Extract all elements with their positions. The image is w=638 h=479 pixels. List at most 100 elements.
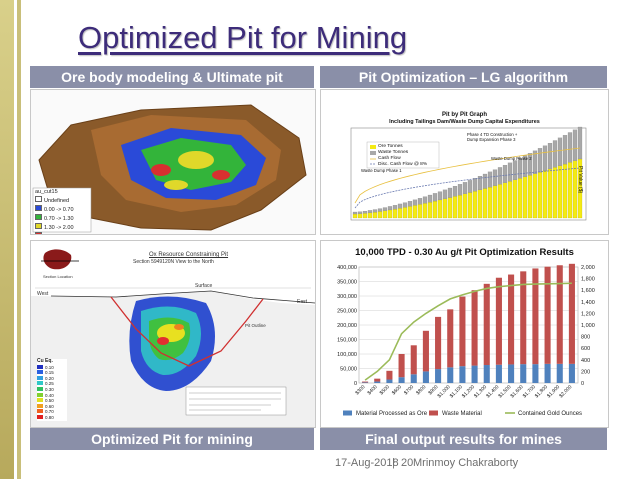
bar-ore [556, 363, 563, 383]
bar-ore [495, 364, 502, 383]
cu-legend-swatch [37, 403, 43, 408]
bar-waste [435, 316, 442, 370]
pit-waste-bar [402, 202, 408, 208]
ore-legend-title: au_cut15 [35, 189, 58, 195]
bar-ore [447, 367, 454, 383]
pit-ore-bar [497, 184, 503, 219]
legend-label: Contained Gold Ounces [518, 411, 582, 417]
pit-ore-bar [502, 182, 508, 219]
pit-annotation-phase4: Phase 4 TD Construction + [467, 132, 518, 137]
y-left-tick-label: 100,000 [337, 352, 357, 358]
pit-waste-bar [547, 143, 553, 170]
pit-ore-bar [537, 172, 543, 219]
x-tick-label: $400 [367, 384, 379, 396]
pit-graph-plot [350, 126, 587, 221]
pit-waste-bar [517, 158, 523, 179]
pit-ore-bar [542, 170, 548, 219]
y-right-tick-label: 1,800 [581, 277, 595, 283]
cu-legend-label: 0.80 [45, 414, 54, 420]
x-tick-label: $700 [403, 384, 415, 396]
cu-legend-label: 0.50 [45, 398, 54, 404]
cu-legend: Cu Eq. 0.10 0.15 0.20 0.25 0.30 0.40 0.50 0.60 0… [37, 358, 67, 421]
cu-legend-label: 0.40 [45, 392, 54, 398]
cu-legend-swatch [37, 381, 43, 386]
bar-ore [520, 364, 527, 383]
pit-ore-bar [362, 213, 368, 219]
pit-ore-bar [377, 211, 383, 219]
footer-page-number: 20 [401, 457, 414, 469]
ore-legend-item: 1.30 -> 2.00 [35, 223, 77, 232]
cu-legend-swatch [37, 364, 43, 369]
pit-waste-bar [502, 165, 508, 183]
pit-waste-bar [512, 160, 518, 180]
pit-ore-bar [482, 188, 488, 219]
x-tick-label: $2,000 [558, 384, 573, 399]
pit-ore-bar [457, 194, 463, 219]
ore-legend-swatch [35, 214, 42, 220]
bar-waste [374, 378, 381, 382]
pit-ore-bar [567, 162, 573, 219]
pit-ore-bar [492, 185, 498, 219]
pit-ore-bar [557, 165, 563, 219]
pit-waste-bar [557, 137, 563, 166]
cu-legend-swatch [37, 370, 43, 375]
ore-legend-swatch [35, 232, 42, 234]
pit-ore-bar [417, 204, 423, 219]
ore-legend-item: 2.00 -> 99.00 [35, 232, 77, 235]
pit-waste-bar [367, 210, 373, 213]
pit-waste-bar [377, 208, 383, 212]
pit-graph-legend: Ore Tonnes Waste Tonnes Cash Flow Disc. Cas… [378, 144, 427, 168]
cu-legend-label: 0.70 [45, 409, 54, 415]
pit-waste-bar [417, 198, 423, 205]
pit-ore-bar [352, 213, 358, 219]
pit-ore-bar [562, 163, 568, 219]
y-left-tick-label: 350,000 [337, 280, 357, 286]
bar-waste [362, 381, 369, 383]
ore-legend-item: 0.70 -> 1.30 [35, 214, 77, 223]
pit-ore-bar [472, 191, 478, 219]
bar-waste [422, 330, 429, 372]
bar-ore [362, 382, 369, 383]
footer-date: 17-Aug-2018 [335, 457, 399, 469]
section-west-label: West [37, 291, 49, 297]
y-left-tick-label: 200,000 [337, 323, 357, 329]
y-left-tick-label: 400,000 [337, 265, 357, 271]
pit-ore-bar [367, 212, 373, 219]
cu-legend-item: 0.15 [37, 370, 67, 376]
bar-waste [447, 309, 454, 368]
pit-ore-bar [412, 205, 418, 219]
bar-waste [495, 277, 502, 365]
cu-legend-item: 0.10 [37, 364, 67, 371]
section-pit-outline-label: Pit Outline [245, 323, 266, 328]
pit-ore-bar [477, 189, 483, 219]
bar-waste [386, 370, 393, 380]
y-left-tick-label: 250,000 [337, 309, 357, 315]
pit-waste-bar [567, 132, 573, 163]
cu-legend-swatch [37, 398, 43, 403]
y-right-tick-label: 800 [581, 335, 590, 341]
pit-ore-bar [532, 173, 538, 219]
ore-legend-label: 0.00 -> 0.70 [44, 207, 74, 213]
pit-waste-bar [542, 145, 548, 171]
pit-legend-item: Cash Flow [378, 156, 401, 161]
cu-legend-item: 0.60 [37, 403, 67, 410]
footer-separator: | [392, 457, 395, 469]
legend-label: Material Processed as Ore [356, 411, 428, 417]
pit-waste-bar [452, 186, 458, 197]
bar-waste [532, 268, 539, 365]
pit-waste-bar [527, 153, 533, 176]
pit-ore-bar [512, 179, 518, 219]
pit-waste-bar [477, 176, 483, 190]
bar-ore [471, 365, 478, 383]
bar-waste [459, 296, 466, 367]
pit-waste-bar [407, 201, 413, 207]
pit-graph-title: Pit by Pit Graph [441, 112, 487, 118]
pit-annotation-phase3: Dump Expansion Phase 3 [467, 137, 516, 142]
ore-legend-label: Undefined [44, 198, 70, 204]
bar-ore [508, 364, 515, 383]
cu-legend-item: 0.40 [37, 392, 67, 399]
pit-waste-bar [457, 184, 463, 196]
pit-ore-bar [382, 210, 388, 219]
x-tick-label: $800 [415, 384, 427, 396]
ore-legend-label: 2.00 -> 99.00 [44, 234, 77, 235]
